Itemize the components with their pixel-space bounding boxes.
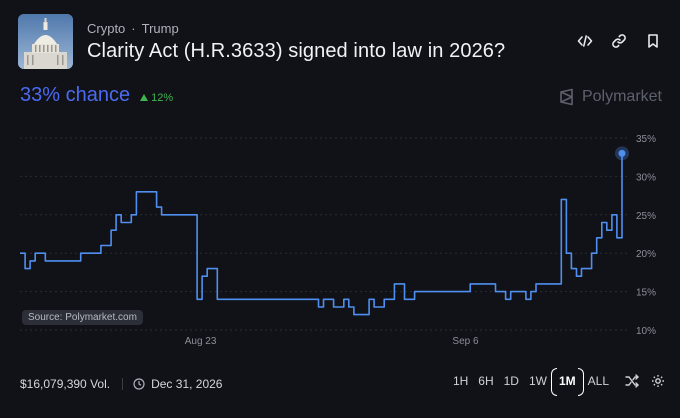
breadcrumb: Crypto · Trump [87, 21, 179, 36]
x-tick-label: Aug 23 [185, 336, 217, 347]
source-label: Source: Polymarket.com [22, 310, 143, 325]
end-date: Dec 31, 2026 [133, 377, 222, 391]
settings-gear-icon[interactable] [650, 373, 666, 389]
triangle-up-icon [140, 94, 149, 101]
current-point [618, 149, 626, 157]
range-1d[interactable]: 1D [503, 374, 519, 388]
range-all[interactable]: ALL [587, 374, 609, 388]
shuffle-icon[interactable] [624, 373, 640, 389]
footer-divider [122, 378, 124, 390]
y-tick-label: 15% [636, 288, 656, 299]
chance-value: 33% chance [20, 84, 131, 106]
breadcrumb-trump[interactable]: Trump [141, 21, 179, 36]
chance-delta: 12% [140, 92, 173, 104]
chance-delta-value: 12% [151, 91, 174, 104]
y-tick-label: 30% [636, 172, 656, 183]
range-6h[interactable]: 6H [478, 374, 494, 388]
y-tick-label: 20% [636, 249, 656, 260]
polymarket-logo-icon [560, 88, 573, 106]
time-range-selector: 1H 6H 1D 1W 1M ALL [448, 368, 666, 396]
brand-name: Polymarket [581, 88, 662, 105]
probability-summary: 33% chance 12% [20, 84, 173, 107]
breadcrumb-crypto[interactable]: Crypto [87, 21, 126, 36]
x-tick-label: Sep 6 [452, 336, 479, 347]
market-footer: $16,079,390 Vol. Dec 31, 2026 [20, 373, 666, 395]
header-actions [576, 32, 662, 50]
embed-code-icon[interactable] [576, 32, 594, 50]
market-header: Crypto · Trump Clarity Act (H.R.3633) si… [18, 14, 662, 72]
range-1m[interactable]: 1M [550, 368, 584, 396]
range-1w[interactable]: 1W [528, 374, 547, 388]
end-date-value: Dec 31, 2026 [151, 377, 223, 391]
clock-icon [133, 378, 145, 390]
market-title: Clarity Act (H.R.3633) signed into law i… [87, 40, 506, 62]
volume: $16,079,390 Vol. [20, 377, 111, 391]
series-line [20, 153, 623, 316]
market-thumbnail [18, 14, 73, 69]
bookmark-icon[interactable] [644, 32, 662, 50]
y-tick-label: 10% [636, 326, 656, 337]
polymarket-logo: Polymarket [558, 88, 662, 106]
y-tick-label: 35% [636, 134, 656, 145]
range-1h[interactable]: 1H [452, 374, 469, 388]
price-chart[interactable]: 35% 30% 25% 20% 15% 10% Aug 23 Sep 6 [0, 128, 680, 358]
breadcrumb-separator: · [131, 21, 136, 36]
y-tick-label: 25% [636, 211, 656, 222]
link-icon[interactable] [610, 32, 628, 50]
